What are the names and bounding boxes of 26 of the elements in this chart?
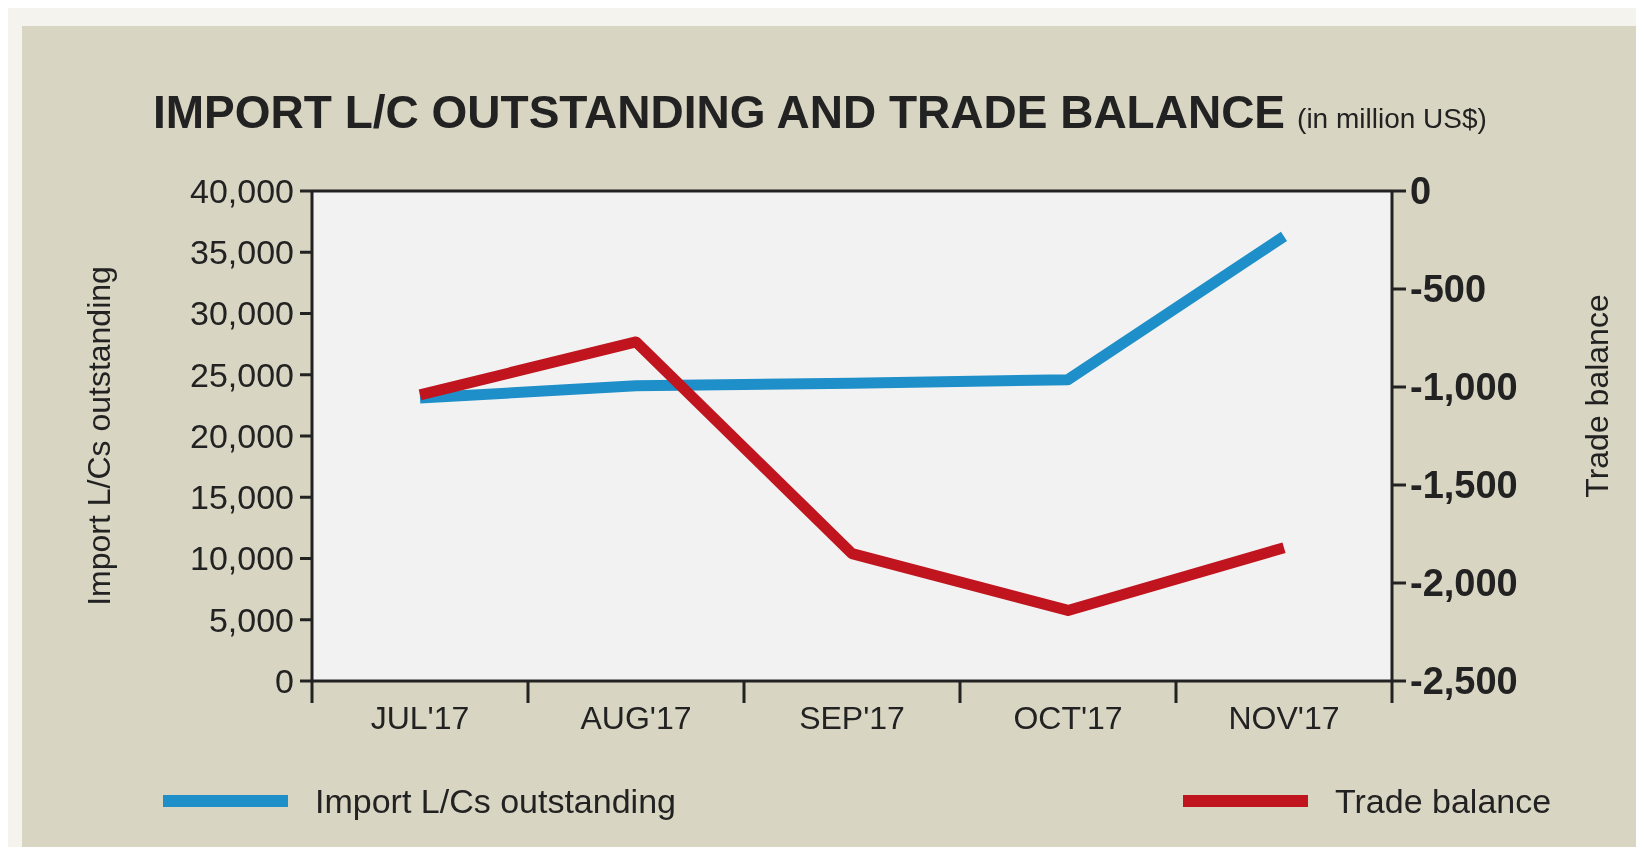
x-tick-label: SEP'17: [799, 700, 905, 736]
x-tick-label: OCT'17: [1013, 700, 1123, 736]
y-axis-title: Import L/Cs outstanding: [81, 266, 117, 606]
y2-tick-label: -1,000: [1410, 366, 1518, 409]
legend-label: Trade balance: [1335, 781, 1552, 820]
y-tick-label: 40,000: [190, 171, 294, 210]
chart-title: IMPORT L/C OUTSTANDING AND TRADE BALANCE: [153, 86, 1286, 138]
y2-axis-title: Trade balance: [1579, 294, 1615, 498]
y2-tick-label: -2,500: [1410, 660, 1518, 703]
x-tick-label: JUL'17: [370, 700, 470, 736]
y-tick-label: 35,000: [190, 233, 294, 272]
y-tick-label: 5,000: [208, 600, 294, 639]
y2-tick-label: -500: [1410, 268, 1487, 311]
y-tick-label: 30,000: [190, 294, 294, 333]
y-tick-label: 15,000: [190, 478, 294, 517]
y2-tick-label: -2,000: [1410, 562, 1518, 605]
y-tick-label: 0: [275, 661, 294, 700]
y-tick-label: 20,000: [190, 416, 294, 455]
y-tick-label: 25,000: [190, 355, 294, 394]
y-tick-label: 10,000: [190, 539, 294, 578]
x-tick-label: NOV'17: [1228, 700, 1340, 736]
y2-tick-label: 0: [1410, 170, 1432, 213]
legend-label: Import L/Cs outstanding: [315, 781, 676, 820]
x-tick-label: AUG'17: [580, 700, 692, 736]
y2-tick-label: -1,500: [1410, 464, 1518, 507]
chart-subtitle: (in million US$): [1297, 103, 1487, 134]
